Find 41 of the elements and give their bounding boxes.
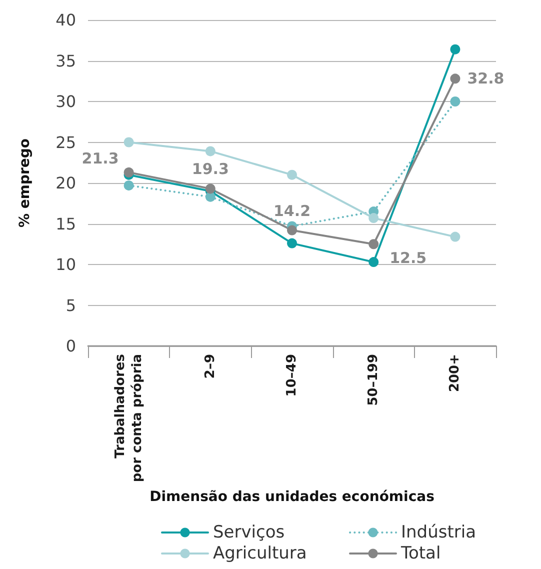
y-tick-label: 25 bbox=[56, 132, 76, 152]
y-tick-label: 10 bbox=[56, 255, 76, 274]
x-tick-label: 10–49 bbox=[284, 354, 300, 397]
legend-label: Agricultura bbox=[213, 544, 307, 564]
point bbox=[124, 180, 134, 190]
point bbox=[450, 96, 460, 106]
point bbox=[450, 44, 460, 54]
x-tick-label: 2–9 bbox=[202, 354, 218, 379]
point bbox=[124, 137, 134, 148]
y-tick-label: 0 bbox=[66, 336, 76, 356]
y-tick-label: 5 bbox=[66, 296, 76, 315]
x-tick-label: Trabalhadores por conta própria bbox=[112, 354, 145, 482]
point bbox=[205, 146, 216, 156]
point bbox=[450, 232, 460, 242]
point bbox=[368, 213, 379, 224]
point bbox=[287, 238, 297, 248]
data-label: 14.2 bbox=[273, 202, 311, 220]
point bbox=[368, 257, 379, 268]
y-axis-title: % emprego bbox=[17, 138, 33, 228]
data-label: 21.3 bbox=[82, 149, 119, 168]
data-label: 19.3 bbox=[192, 160, 229, 178]
y-tick-label: 20 bbox=[56, 174, 76, 192]
legend-label: Indústria bbox=[401, 522, 476, 542]
x-axis-title: Dimensão das unidades económicas bbox=[150, 489, 434, 506]
data-label: 32.8 bbox=[467, 70, 504, 88]
point bbox=[450, 74, 460, 84]
point bbox=[205, 192, 216, 202]
point bbox=[287, 170, 297, 180]
legend-label: Total bbox=[400, 544, 441, 564]
point bbox=[205, 184, 216, 194]
y-tick-label: 40 bbox=[56, 10, 76, 30]
y-tick-label: 30 bbox=[56, 92, 76, 111]
y-tick-label: 35 bbox=[56, 51, 76, 70]
point bbox=[287, 225, 297, 236]
point bbox=[368, 239, 379, 250]
y-tick-label: 15 bbox=[56, 214, 76, 234]
x-tick-label: 200+ bbox=[448, 354, 463, 392]
data-label: 12.5 bbox=[390, 249, 427, 268]
legend-label: Serviços bbox=[213, 522, 285, 542]
point bbox=[124, 167, 134, 178]
x-tick-label: 50–199 bbox=[366, 354, 382, 406]
